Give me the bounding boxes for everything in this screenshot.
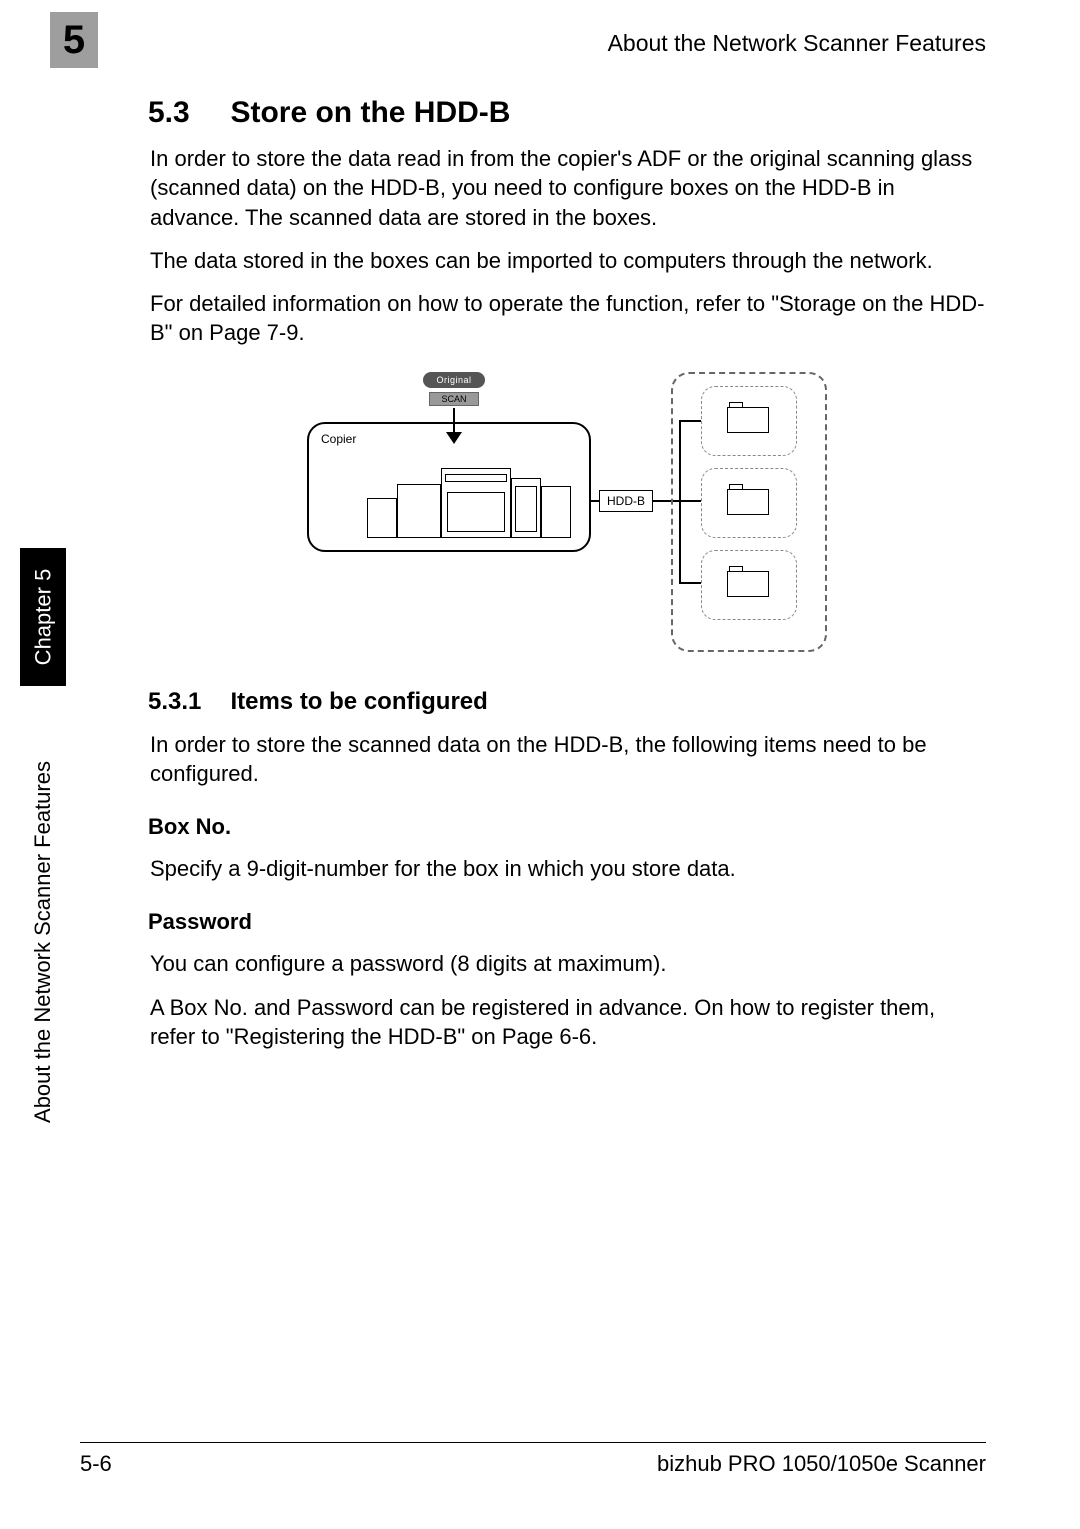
- paragraph: You can configure a password (8 digits a…: [150, 949, 986, 978]
- paragraph: For detailed information on how to opera…: [150, 289, 986, 348]
- paragraph: A Box No. and Password can be registered…: [150, 993, 986, 1052]
- paragraph: The data stored in the boxes can be impo…: [150, 246, 986, 275]
- subsection-heading: 5.3.1 Items to be configured: [148, 688, 986, 716]
- subsection-number: 5.3.1: [148, 688, 226, 716]
- item-heading-password: Password: [148, 909, 986, 935]
- footer-product: bizhub PRO 1050/1050e Scanner: [657, 1451, 986, 1477]
- side-tab-title-label: About the Network Scanner Features: [30, 761, 56, 1123]
- folder-icon: [727, 566, 769, 598]
- hddb-label: HDD-B: [599, 490, 653, 512]
- side-tab-chapter: Chapter 5: [20, 548, 66, 686]
- running-head: About the Network Scanner Features: [608, 30, 986, 57]
- section-heading: 5.3 Store on the HDD-B: [148, 96, 986, 130]
- folder-icon: [727, 402, 769, 434]
- original-badge: Original: [423, 372, 485, 388]
- paragraph: Specify a 9-digit-number for the box in …: [150, 854, 986, 883]
- subsection-title: Items to be configured: [230, 688, 487, 715]
- scan-badge: SCAN: [429, 392, 479, 406]
- paragraph: In order to store the data read in from …: [150, 144, 986, 232]
- copier-label: Copier: [321, 432, 356, 446]
- item-heading-boxno: Box No.: [148, 814, 986, 840]
- side-tab-title: About the Network Scanner Features: [20, 686, 66, 1198]
- footer-rule: [80, 1442, 986, 1443]
- section-title: Store on the HDD-B: [230, 96, 510, 129]
- hddb-diagram: Original SCAN Copier HDD-B: [307, 372, 827, 662]
- chapter-number: 5: [63, 18, 85, 63]
- chapter-tab: 5: [50, 12, 98, 68]
- side-tab-chapter-label: Chapter 5: [30, 569, 56, 666]
- section-number: 5.3: [148, 96, 226, 130]
- page-number: 5-6: [80, 1451, 112, 1477]
- paragraph: In order to store the scanned data on th…: [150, 730, 986, 789]
- folder-icon: [727, 484, 769, 516]
- copier-body: [367, 462, 572, 540]
